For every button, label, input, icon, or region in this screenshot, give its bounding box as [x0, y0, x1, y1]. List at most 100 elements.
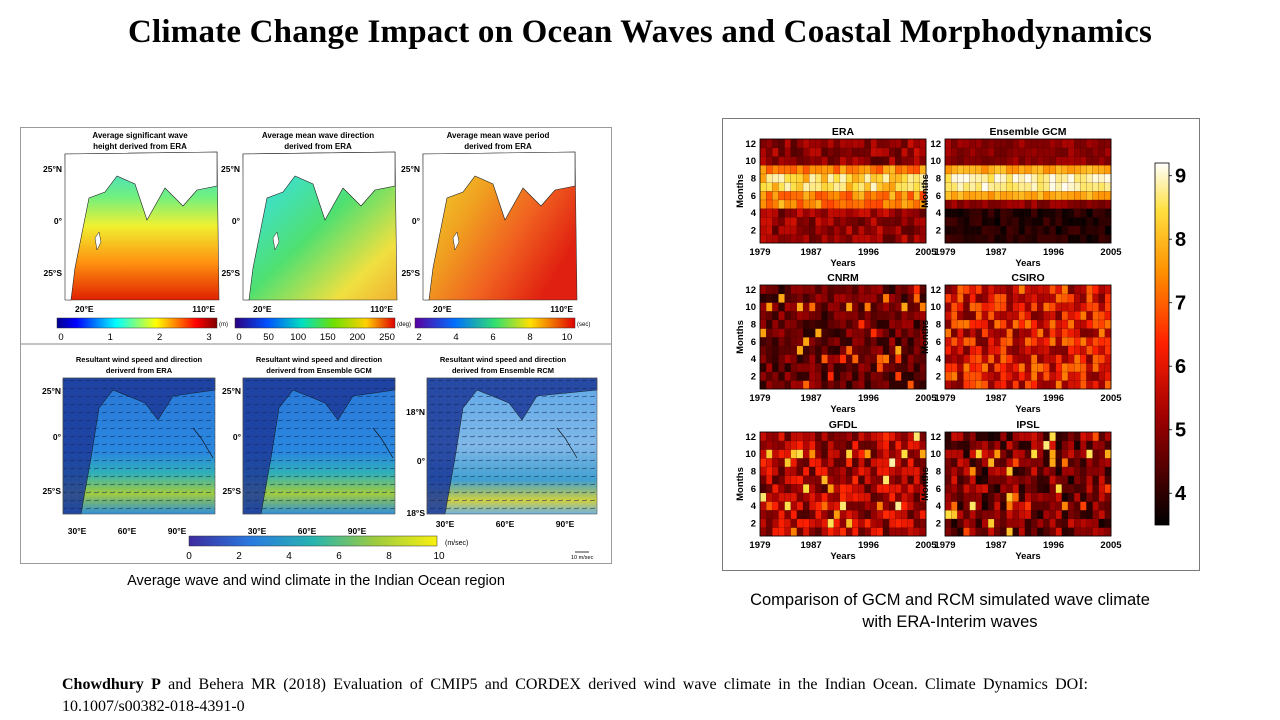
heatmap-cell: [994, 483, 1001, 494]
heatmap-cell: [802, 319, 810, 329]
heatmap-cell: [852, 234, 859, 244]
heatmap-cell: [882, 310, 890, 321]
heatmap-cell: [919, 380, 927, 390]
heatmap-cell: [827, 492, 835, 502]
heatmap-cell: [815, 527, 822, 537]
heatmap-cell: [784, 371, 792, 381]
heatmap-cell: [1080, 440, 1087, 450]
heatmap-cell: [852, 492, 859, 502]
heatmap-cell: [975, 354, 983, 364]
heatmap-cell: [1049, 509, 1057, 520]
heatmap-cell: [957, 138, 964, 149]
heatmap-cell: [1080, 501, 1087, 511]
heatmap-cell: [1080, 371, 1087, 381]
heatmap-cell: [845, 527, 853, 537]
heatmap-cell: [1061, 509, 1069, 520]
heatmap-cell: [772, 457, 779, 468]
heatmap-cell: [772, 501, 779, 511]
heatmap-cell: [1006, 199, 1014, 209]
heatmap-cell: [1037, 483, 1044, 494]
heatmap-cell: [821, 492, 829, 502]
heatmap-cell: [1098, 501, 1106, 511]
heatmap-cell: [913, 501, 921, 511]
heatmap-cell: [1080, 302, 1087, 312]
heatmap-cell: [951, 527, 958, 537]
heatmap-cell: [963, 527, 970, 537]
heatmap-cell: [981, 182, 989, 192]
heatmap-cell: [969, 328, 977, 338]
heatmap-cell: [864, 527, 872, 537]
heatmap-cell: [839, 319, 847, 329]
heatmap-cell: [809, 431, 816, 442]
heatmap-cell: [1024, 509, 1032, 520]
heatmap-cell: [963, 156, 970, 166]
heatmap-cell: [772, 190, 779, 201]
heatmap-cell: [772, 147, 779, 157]
heatmap-cell: [1018, 336, 1026, 347]
heatmap-cell: [889, 164, 896, 175]
heatmap-cell: [1080, 173, 1087, 183]
heatmap-cell: [809, 345, 816, 355]
heatmap-cell: [907, 208, 915, 218]
heatmap-cell: [784, 293, 792, 303]
heatmap-cell: [870, 156, 878, 166]
heatmap-cell: [1043, 138, 1050, 149]
heatmap-cell: [809, 354, 816, 364]
heatmap-cell: [1098, 225, 1106, 235]
heatmap-cell: [784, 501, 792, 511]
heatmap-cell: [1104, 190, 1112, 201]
heatmap-cell: [1086, 319, 1093, 329]
heatmap-cell: [796, 483, 804, 494]
heatmap-cell: [963, 147, 970, 157]
heatmap-cell: [1043, 164, 1050, 175]
heatmap-cell: [981, 208, 989, 218]
heatmap-cell: [1098, 440, 1106, 450]
heatmap-cell: [889, 182, 896, 192]
heatmap-cell: [1006, 293, 1014, 303]
heatmap-cell: [1012, 156, 1020, 166]
heatmap-cell: [889, 475, 896, 485]
heatmap-cell: [1098, 199, 1106, 209]
heatmap-cell: [1067, 345, 1075, 355]
heatmap-cell: [1092, 518, 1100, 528]
heatmap-cell: [1006, 509, 1014, 520]
heatmap-cell: [895, 216, 902, 227]
heatmap-cell: [1000, 199, 1007, 209]
heatmap-cell: [766, 225, 773, 235]
heatmap-cell: [759, 492, 767, 502]
heatmap-cell: [1055, 501, 1063, 511]
heatmap-cell: [1080, 310, 1087, 321]
heatmap-cell: [957, 449, 964, 459]
heatmap-cell: [994, 509, 1001, 520]
heatmap-cell: [784, 190, 792, 201]
heatmap-cell: [969, 190, 977, 201]
heatmap-cell: [975, 492, 983, 502]
heatmap-cell: [987, 345, 995, 355]
heatmap-cell: [944, 501, 952, 511]
heatmap-cell: [759, 518, 767, 528]
heatmap-cell: [901, 310, 908, 321]
heatmap-cell: [778, 483, 785, 494]
heatmap-cell: [796, 199, 804, 209]
heatmap-cell: [957, 208, 964, 218]
heatmap-cell: [1037, 328, 1044, 338]
heatmap-cell: [951, 284, 958, 295]
y-tick: 6: [936, 484, 941, 495]
heatmap-cell: [919, 284, 927, 295]
heatmap-cell: [1067, 527, 1075, 537]
heatmap-cell: [1018, 225, 1026, 235]
heatmap-cell: [919, 501, 927, 511]
heatmap-cell: [870, 138, 878, 149]
lat-label: 0°: [412, 216, 421, 226]
heatmap-cell: [1012, 190, 1020, 201]
heatmap-cell: [802, 156, 810, 166]
heatmap-cell: [1030, 173, 1038, 183]
heatmap-cell: [1037, 354, 1044, 364]
heatmap-cell: [951, 501, 958, 511]
heatmap-cell: [839, 284, 847, 295]
heatmap-cell: [839, 164, 847, 175]
heatmap-cell: [1061, 156, 1069, 166]
heatmap-cell: [1037, 208, 1044, 218]
heatmap-cell: [963, 371, 970, 381]
